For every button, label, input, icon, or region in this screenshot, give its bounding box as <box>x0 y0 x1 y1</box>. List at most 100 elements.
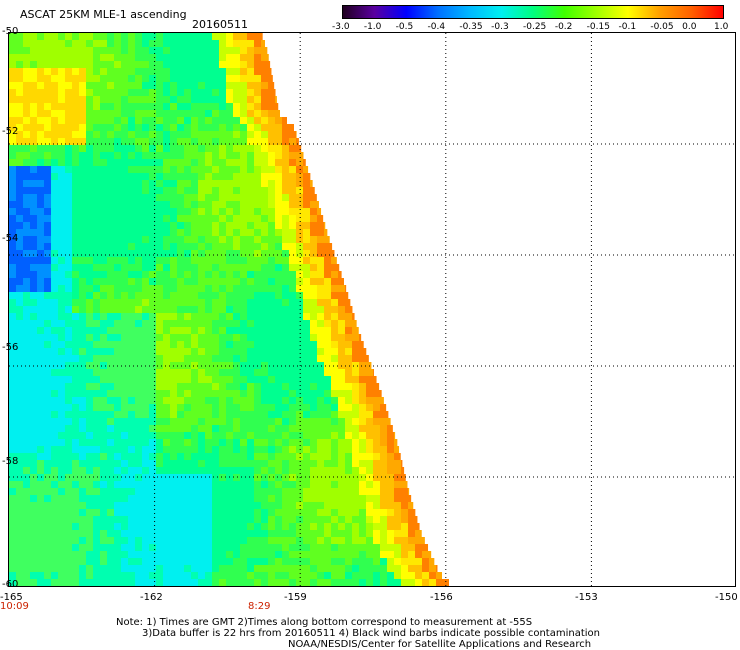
wind-cell <box>16 425 24 433</box>
wind-cell <box>282 320 290 328</box>
wind-cell <box>72 369 80 377</box>
wind-cell <box>128 306 136 314</box>
wind-cell <box>275 250 283 258</box>
wind-cell <box>198 523 206 531</box>
wind-cell <box>212 523 220 531</box>
wind-cell <box>114 439 122 447</box>
wind-cell <box>9 369 17 377</box>
wind-cell <box>163 376 171 384</box>
wind-cell <box>205 586 213 587</box>
wind-cell <box>219 54 227 62</box>
wind-cell <box>247 96 255 104</box>
wind-cell <box>163 390 171 398</box>
wind-cell <box>72 341 80 349</box>
wind-cell <box>219 537 227 545</box>
wind-cell <box>142 152 150 160</box>
wind-cell <box>233 103 241 111</box>
wind-cell <box>23 201 31 209</box>
wind-cell <box>233 565 241 573</box>
wind-cell <box>303 523 311 531</box>
wind-cell <box>51 40 59 48</box>
wind-cell <box>205 89 213 97</box>
wind-cell <box>58 313 66 321</box>
wind-cell <box>191 411 199 419</box>
wind-cell <box>317 537 325 545</box>
wind-cell <box>233 488 241 496</box>
wind-cell <box>107 474 115 482</box>
wind-cell <box>128 243 136 251</box>
wind-cell <box>240 425 248 433</box>
wind-cell <box>233 215 241 223</box>
wind-cell <box>23 460 31 468</box>
wind-cell <box>317 229 325 237</box>
wind-cell <box>198 558 206 566</box>
wind-cell <box>261 411 269 419</box>
wind-cell <box>156 194 164 202</box>
wind-cell <box>163 362 171 370</box>
wind-cell <box>135 341 143 349</box>
wind-cell <box>9 565 17 573</box>
wind-cell <box>261 390 269 398</box>
wind-cell <box>142 397 150 405</box>
wind-cell <box>86 397 94 405</box>
wind-cell <box>275 376 283 384</box>
wind-cell <box>177 229 185 237</box>
wind-cell <box>233 145 241 153</box>
wind-cell <box>275 474 283 482</box>
wind-cell <box>79 369 87 377</box>
wind-cell <box>142 530 150 538</box>
wind-cell <box>51 530 59 538</box>
wind-cell <box>394 509 402 517</box>
wind-cell <box>282 180 290 188</box>
wind-cell <box>198 348 206 356</box>
wind-cell <box>149 152 157 160</box>
wind-cell <box>289 285 297 293</box>
wind-cell <box>30 208 38 216</box>
wind-cell <box>65 173 73 181</box>
wind-cell <box>114 327 122 335</box>
wind-cell <box>37 523 45 531</box>
wind-cell <box>156 75 164 83</box>
wind-cell <box>16 516 24 524</box>
wind-cell <box>107 159 115 167</box>
wind-cell <box>205 117 213 125</box>
wind-cell <box>156 222 164 230</box>
wind-cell <box>345 586 353 587</box>
wind-cell <box>170 299 178 307</box>
wind-cell <box>254 292 262 300</box>
wind-cell <box>380 537 388 545</box>
wind-cell <box>72 348 80 356</box>
wind-cell <box>184 47 192 55</box>
wind-cell <box>240 355 248 363</box>
wind-cell <box>275 278 283 286</box>
wind-cell <box>114 579 122 586</box>
wind-cell <box>177 481 185 489</box>
wind-cell <box>156 320 164 328</box>
wind-cell <box>72 173 80 181</box>
wind-cell <box>240 404 248 412</box>
wind-cell <box>65 432 73 440</box>
wind-cell <box>79 404 87 412</box>
wind-cell <box>65 586 73 587</box>
wind-cell <box>170 369 178 377</box>
wind-cell <box>79 271 87 279</box>
wind-cell <box>9 460 17 468</box>
wind-cell <box>170 481 178 489</box>
wind-cell <box>114 131 122 139</box>
wind-cell <box>275 103 279 111</box>
wind-cell <box>184 390 192 398</box>
wind-cell <box>205 54 213 62</box>
wind-cell <box>254 397 262 405</box>
wind-cell <box>16 117 24 125</box>
wind-cell <box>212 509 220 517</box>
wind-cell <box>205 411 213 419</box>
wind-cell <box>9 418 17 426</box>
wind-cell <box>282 544 290 552</box>
wind-cell <box>233 131 241 139</box>
wind-cell <box>331 313 339 321</box>
wind-cell <box>23 215 31 223</box>
wind-cell <box>51 47 59 55</box>
wind-cell <box>261 299 269 307</box>
wind-cell <box>310 222 318 230</box>
wind-cell <box>317 271 325 279</box>
